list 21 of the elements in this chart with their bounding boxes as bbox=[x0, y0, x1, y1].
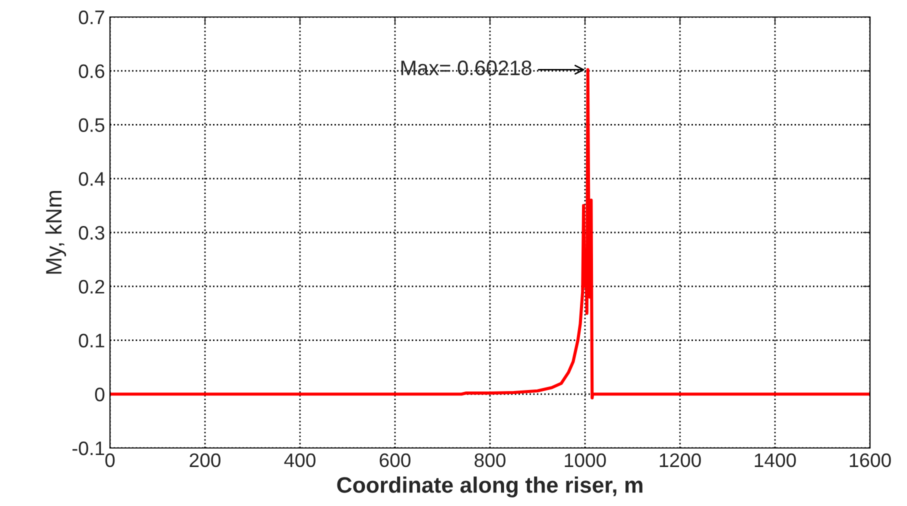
y-tick-label: 0.2 bbox=[78, 280, 104, 294]
y-tick-label: 0 bbox=[95, 388, 104, 402]
y-axis-title: My, kNm bbox=[45, 190, 66, 274]
x-tick-label: 1600 bbox=[850, 453, 891, 468]
y-tick-label: -0.1 bbox=[72, 441, 104, 456]
x-tick-label: 1200 bbox=[660, 453, 701, 468]
x-tick-label: 400 bbox=[284, 453, 316, 468]
y-tick-label: 0.3 bbox=[78, 226, 104, 240]
y-tick-label: 0.5 bbox=[78, 118, 104, 132]
x-tick-label: 600 bbox=[380, 453, 410, 468]
x-tick-label: 800 bbox=[474, 453, 506, 468]
x-axis-title: Coordinate along the riser, m bbox=[337, 476, 642, 498]
y-tick-label: 0.7 bbox=[78, 10, 104, 24]
y-tick-label: 0.6 bbox=[78, 64, 104, 78]
x-tick-label: 0 bbox=[105, 453, 115, 468]
x-tick-label: 1400 bbox=[754, 453, 796, 468]
y-tick-label: 0.4 bbox=[78, 172, 105, 186]
x-tick-label: 200 bbox=[190, 453, 220, 468]
annotation: Max= 0.60218 bbox=[401, 60, 532, 76]
y-tick-label: 0.1 bbox=[78, 334, 104, 348]
x-tick-label: 1000 bbox=[564, 453, 606, 468]
